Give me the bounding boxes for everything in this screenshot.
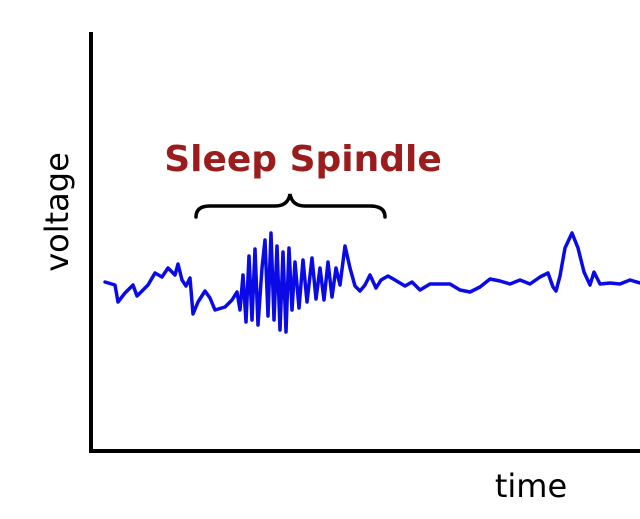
eeg-trace bbox=[103, 231, 640, 334]
x-axis-label: time bbox=[495, 467, 567, 505]
annotation-title: Sleep Spindle bbox=[164, 139, 442, 180]
y-axis-label: voltage bbox=[38, 152, 76, 272]
brace bbox=[194, 193, 387, 219]
